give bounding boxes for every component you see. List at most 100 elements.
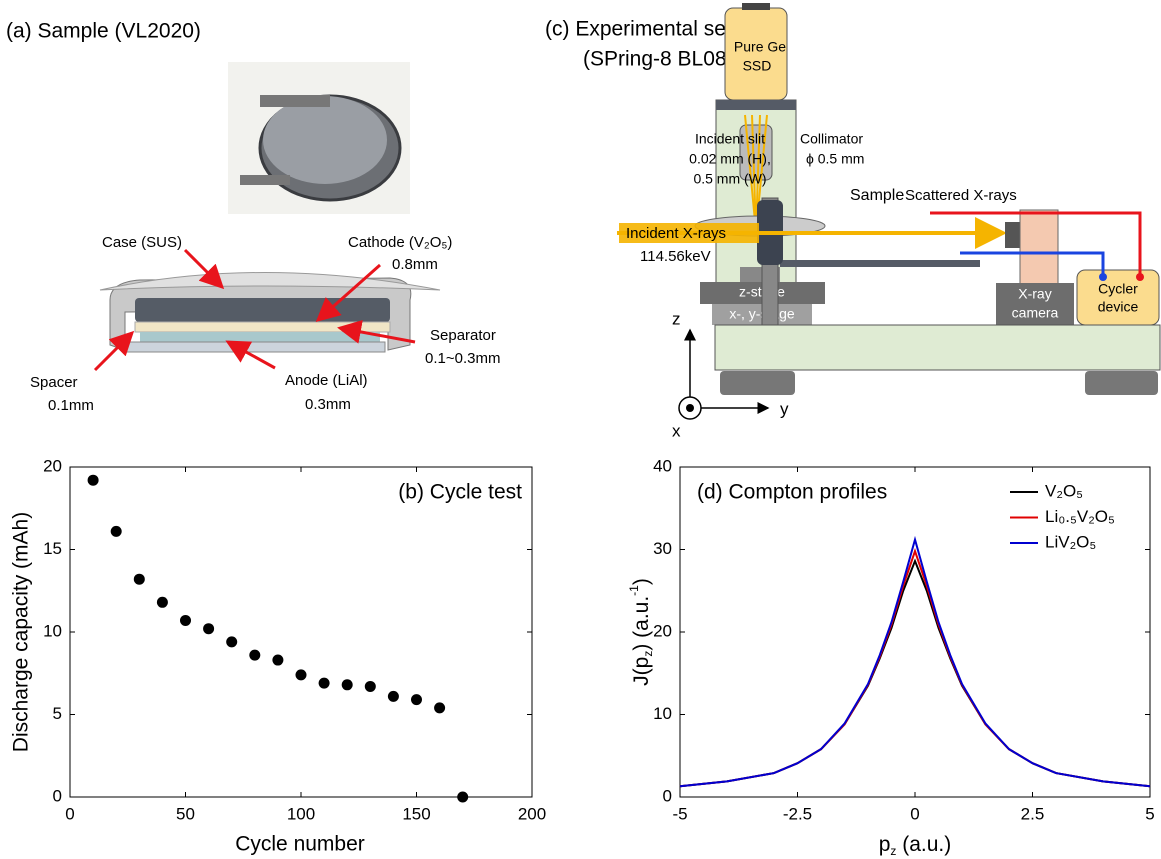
label: z	[672, 309, 681, 328]
label-part: J(p	[630, 657, 653, 686]
label: 0.1~0.3mm	[425, 350, 500, 367]
point	[365, 681, 376, 692]
x-tick-label: 150	[402, 804, 430, 823]
y-tick-label: 0	[53, 786, 62, 805]
x-axis-dot	[686, 404, 694, 412]
page: (a) Sample (VL2020) Case (SUS) Cathode (…	[0, 0, 1161, 859]
chart-title: (b) Cycle test	[398, 481, 522, 504]
label: 0.5 mm (W)	[693, 171, 766, 187]
y-tick-label: 20	[653, 621, 672, 640]
y-axis-label: Discharge capacity (mAh)	[10, 512, 33, 752]
cycler	[1077, 270, 1159, 325]
point	[342, 679, 353, 690]
panel-title: (c) Experimental setup	[545, 18, 755, 41]
coin-top	[263, 96, 387, 184]
label: camera	[1012, 305, 1059, 321]
foot	[720, 371, 795, 395]
label-part: )	[630, 578, 653, 585]
label: 0.3mm	[305, 396, 351, 413]
x-tick-label: 2.5	[1021, 804, 1045, 823]
legend-label: LiV₂O₅	[1045, 532, 1096, 551]
chart-title: (d) Compton profiles	[697, 481, 887, 504]
label: x	[672, 421, 681, 440]
label: Case (SUS)	[102, 234, 182, 251]
label-part: p	[879, 833, 891, 856]
point	[296, 669, 307, 680]
label: Separator	[430, 327, 496, 344]
x-tick-label: 100	[287, 804, 315, 823]
label: Cathode (V₂O₅)	[348, 234, 452, 251]
legend-label: V₂O₅	[1045, 481, 1083, 500]
point	[319, 678, 330, 689]
point	[203, 623, 214, 634]
plot-frame	[70, 467, 532, 797]
label: 114.56keV	[640, 248, 711, 265]
cathode	[135, 298, 390, 322]
y-tick-label: 10	[43, 621, 62, 640]
point	[272, 655, 283, 666]
label: Scattered X-rays	[905, 187, 1017, 204]
label: Incident slit	[695, 131, 765, 147]
y-tick-label: 15	[43, 539, 62, 558]
label: X-ray	[1018, 286, 1051, 302]
label: Collimator	[800, 131, 863, 147]
label: ϕ 0.5 mm	[806, 151, 864, 167]
series-line	[680, 551, 1150, 786]
point	[457, 792, 468, 803]
detector-flange	[716, 100, 796, 110]
x-tick-label: 200	[518, 804, 546, 823]
y-tick-label: 10	[653, 704, 672, 723]
point	[88, 475, 99, 486]
figure: (a) Sample (VL2020) Case (SUS) Cathode (…	[0, 0, 1161, 859]
stage-plate	[780, 260, 980, 267]
foot	[1085, 371, 1158, 395]
anode	[140, 332, 380, 342]
y-tick-label: 0	[663, 786, 672, 805]
tab	[240, 175, 290, 185]
label-part: -1	[627, 585, 641, 596]
x-axis-label: pz (a.u.)	[879, 833, 952, 859]
x-axis-label: Cycle number	[235, 833, 365, 856]
y-tick-label: 5	[53, 704, 62, 723]
tab	[260, 95, 330, 107]
label: Cycler	[1098, 281, 1138, 297]
x-tick-label: 50	[176, 804, 195, 823]
x-tick-label: 5	[1145, 804, 1154, 823]
y-tick-label: 20	[43, 456, 62, 475]
detector-cap	[742, 3, 770, 10]
label: Incident X-rays	[626, 225, 726, 242]
y-axis-label: J(pz) (a.u.-1)	[627, 578, 655, 686]
point	[411, 694, 422, 705]
series-line	[680, 561, 1150, 786]
point	[249, 650, 260, 661]
point	[134, 574, 145, 585]
series-line	[680, 540, 1150, 787]
terminal	[1136, 273, 1144, 281]
y-tick-label: 40	[653, 456, 672, 475]
x-tick-label: -2.5	[783, 804, 812, 823]
point	[434, 702, 445, 713]
point	[157, 597, 168, 608]
point	[180, 615, 191, 626]
panel-title: (a) Sample (VL2020)	[6, 20, 201, 43]
label: 0.1mm	[48, 397, 94, 414]
label: Anode (LiAl)	[285, 372, 368, 389]
point	[111, 526, 122, 537]
panel-c: (c) Experimental setup (SPring-8 BL08W) …	[545, 3, 1160, 440]
terminal	[1099, 273, 1107, 281]
label: 0.8mm	[392, 256, 438, 273]
legend-label: Li₀.₅V₂O₅	[1045, 507, 1115, 526]
label: Spacer	[30, 374, 78, 391]
point	[388, 691, 399, 702]
x-tick-label: 0	[910, 804, 919, 823]
x-tick-label: 0	[65, 804, 74, 823]
label: SSD	[743, 58, 772, 74]
base	[715, 325, 1160, 370]
label-part: ) (a.u.	[630, 596, 653, 651]
label: 0.02 mm (H),	[689, 151, 771, 167]
label-part: (a.u.)	[896, 833, 951, 856]
label: Pure Ge	[734, 39, 786, 55]
spacer	[125, 342, 385, 352]
label: Sample	[850, 187, 904, 204]
